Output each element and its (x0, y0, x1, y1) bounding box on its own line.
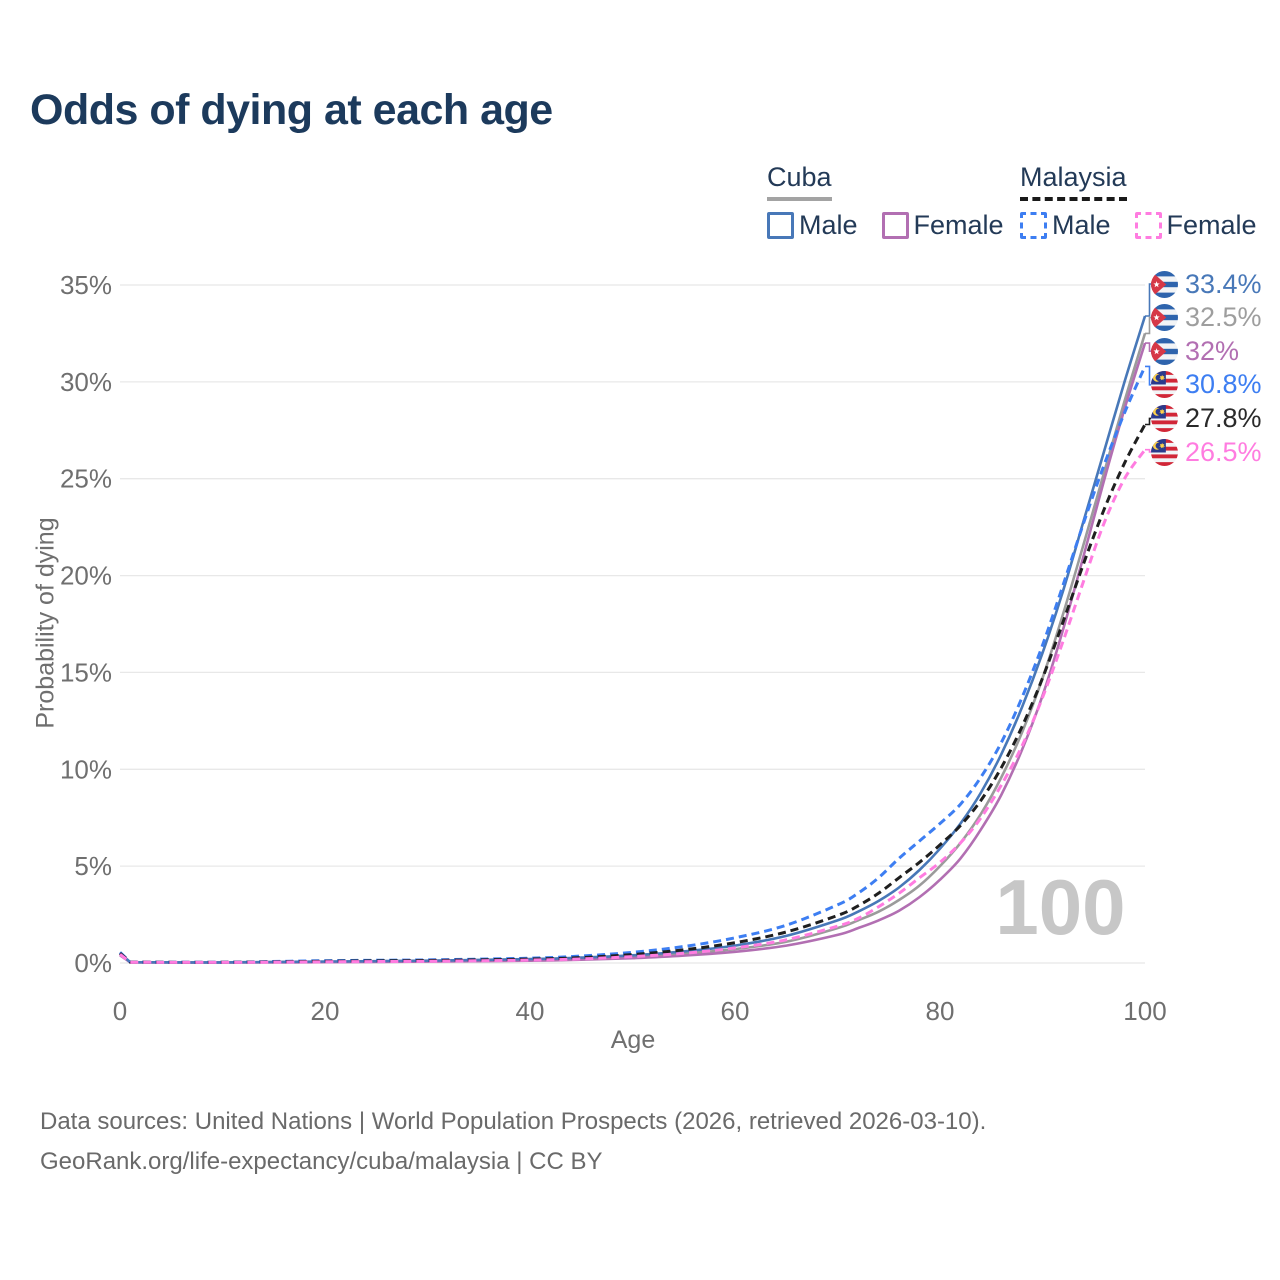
x-tick-label: 20 (311, 996, 340, 1026)
legend-swatch-icon (1020, 212, 1047, 239)
end-label-value: 33.4% (1185, 268, 1262, 299)
end-label-malaysia-both-sexes: 27.8% (1151, 402, 1262, 433)
cuba-flag-icon (1151, 270, 1178, 298)
y-tick-label: 25% (60, 464, 112, 494)
end-label-malaysia-female: 26.5% (1151, 436, 1262, 467)
legend-item-label: Female (913, 210, 1004, 240)
legend-item-malaysia-male[interactable]: Male (1020, 210, 1111, 241)
cuba-flag-icon (1151, 304, 1178, 332)
legend-swatch-icon (767, 212, 794, 239)
end-label-cuba-female: 32% (1151, 335, 1240, 366)
legend-item-malaysia-female[interactable]: Female (1134, 210, 1257, 241)
legend-item-cuba-female[interactable]: Female (881, 210, 1004, 241)
end-label-value: 26.5% (1185, 436, 1262, 467)
data-sources-text: Data sources: United Nations | World Pop… (40, 1108, 987, 1135)
legend-item-label: Male (1052, 210, 1111, 240)
hovered-age-indicator: 100 (995, 863, 1126, 951)
legend-item-label: Male (799, 210, 858, 240)
legend-group-title-malaysia: Malaysia (1020, 162, 1127, 201)
legend-group-cuba: Cuba Male Female (767, 162, 1004, 241)
legend-item-label: Female (1166, 210, 1257, 240)
attribution-link-text: GeoRank.org/life-expectancy/cuba/malaysi… (40, 1148, 603, 1175)
x-tick-label: 100 (1123, 996, 1166, 1026)
end-label-value: 27.8% (1185, 402, 1262, 433)
legend-item-cuba-male[interactable]: Male (767, 210, 858, 241)
x-axis-title: Age (610, 1026, 656, 1054)
y-tick-label: 15% (60, 657, 112, 687)
x-tick-label: 0 (113, 996, 127, 1026)
y-tick-label: 0% (74, 948, 112, 978)
cuba-flag-icon (1151, 337, 1178, 365)
legend-group-malaysia: Malaysia Male Female (1020, 162, 1257, 241)
y-tick-label: 10% (60, 754, 112, 784)
malaysia-flag-icon (1151, 438, 1178, 466)
legend-swatch-icon (1134, 212, 1162, 239)
end-label-value: 30.8% (1185, 369, 1262, 400)
series-line-malaysia-both-sexes[interactable] (119, 423, 1147, 964)
y-tick-label: 5% (74, 851, 112, 881)
end-label-value: 32.5% (1185, 302, 1262, 333)
y-tick-label: 35% (60, 270, 112, 300)
series-line-malaysia-female[interactable] (119, 448, 1147, 964)
malaysia-flag-icon (1151, 371, 1178, 399)
end-label-cuba-male: 33.4% (1151, 268, 1262, 299)
malaysia-flag-icon (1151, 404, 1178, 432)
y-tick-label: 20% (60, 561, 112, 591)
end-label-value: 32% (1185, 335, 1240, 366)
legend-group-title-cuba: Cuba (767, 162, 832, 201)
page-title: Odds of dying at each age (30, 86, 553, 134)
x-tick-label: 40 (516, 996, 545, 1026)
end-label-malaysia-male: 30.8% (1151, 369, 1262, 400)
y-tick-label: 30% (60, 367, 112, 397)
x-tick-label: 80 (926, 996, 955, 1026)
y-axis-title: Probability of dying (31, 517, 60, 729)
x-tick-label: 60 (721, 996, 750, 1026)
end-label-cuba-both-sexes: 32.5% (1151, 302, 1262, 333)
legend-swatch-icon (881, 212, 909, 239)
